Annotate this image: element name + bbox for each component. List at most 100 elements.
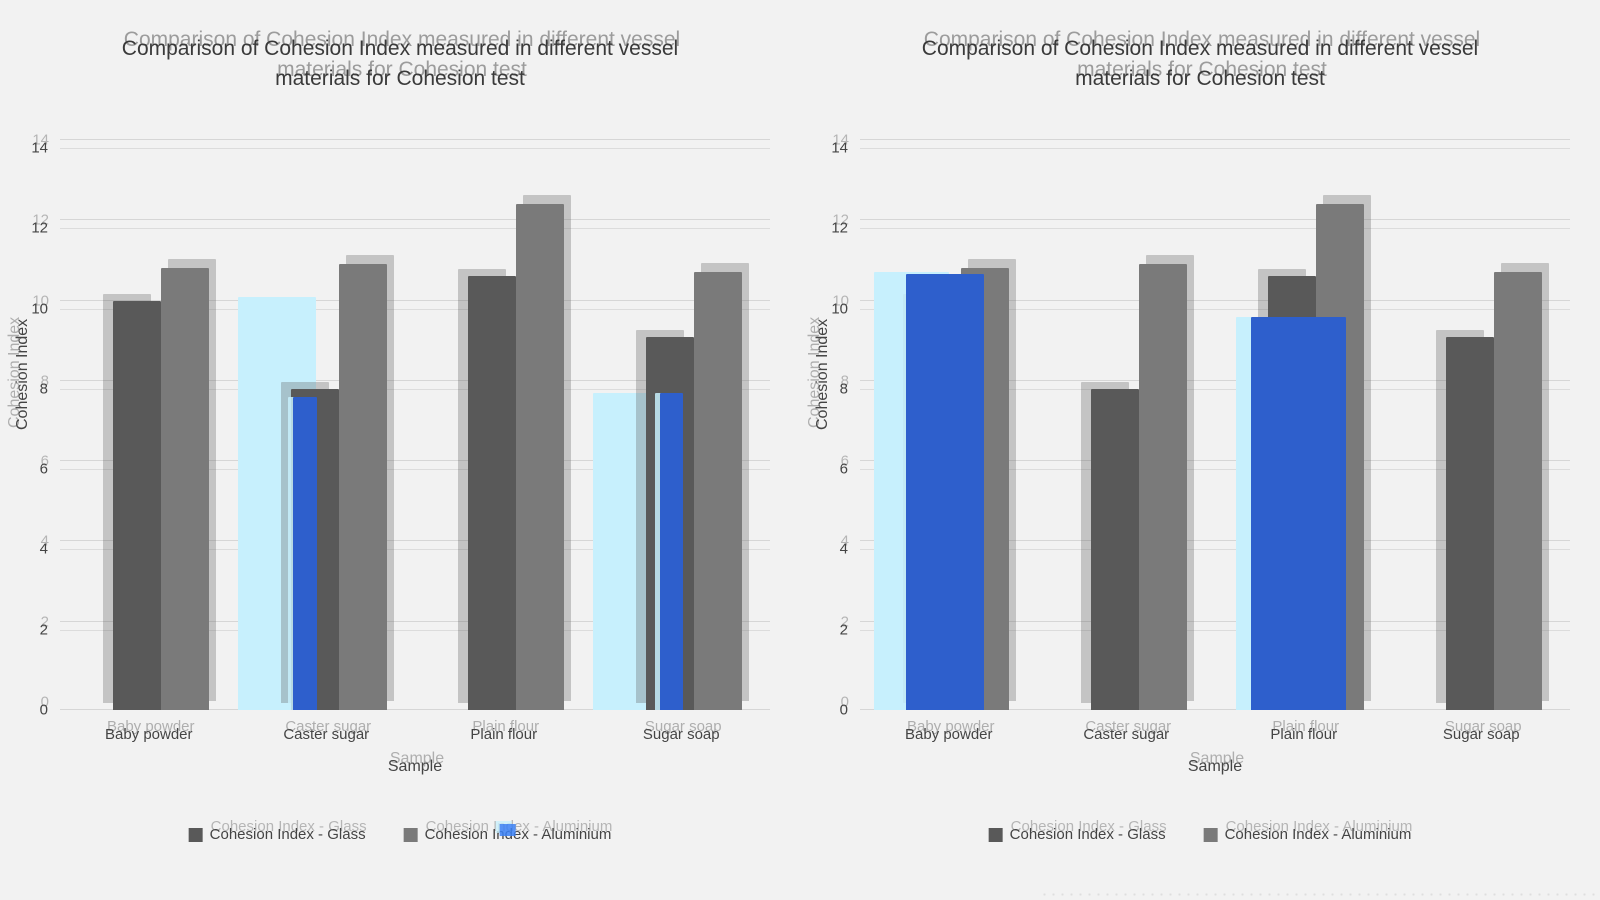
x-tick-label: Caster sugar — [1083, 726, 1170, 743]
legend: Cohesion Index - Glass Cohesion Index - A… — [188, 824, 612, 843]
gridline-ghost — [60, 379, 770, 381]
bar-glass[interactable] — [468, 276, 517, 710]
chart-panel-left: Comparison of Cohesion Index measured in… — [14, 37, 771, 843]
y-tick-label: 0 — [39, 701, 48, 719]
legend-swatch-icon — [403, 827, 418, 842]
legend-label: Cohesion Index - Aluminium — [424, 826, 612, 843]
ghost-bar-blue[interactable] — [906, 274, 985, 710]
x-tick-label: Sugar soap — [1442, 726, 1520, 743]
bar-group: Sugar soap — [592, 148, 771, 743]
bar-aluminium[interactable] — [516, 204, 565, 710]
gridline — [860, 549, 1570, 551]
bar-glass[interactable] — [113, 300, 162, 710]
y-tick-label: 4 — [839, 540, 848, 558]
bar-group: Caster sugar — [1038, 148, 1216, 743]
ghost-bar-blue[interactable] — [659, 392, 683, 710]
y-tick-label: 14 — [31, 139, 48, 157]
x-tick-label: Plain flour — [470, 726, 538, 743]
gridline-ghost — [60, 139, 770, 140]
gridline — [60, 228, 770, 230]
y-tick-label: 10 — [831, 300, 848, 318]
legend-swatch-icon — [188, 827, 203, 842]
legend-swatch-icon — [1203, 827, 1218, 842]
gridline-ghost — [860, 620, 1570, 622]
gridline-ghost — [60, 219, 770, 221]
ghost-bar-blue[interactable] — [292, 396, 318, 710]
gridline-ghost — [60, 540, 770, 542]
legend-swatch-icon — [988, 827, 1003, 842]
legend-label: Cohesion Index - Glass — [209, 826, 366, 843]
legend-item[interactable]: Cohesion Index - Aluminium — [1203, 826, 1412, 843]
x-tick-label: Baby powder — [904, 726, 993, 743]
dither-artifact-strip — [1040, 890, 1600, 900]
bar-glass[interactable] — [1445, 336, 1494, 710]
gridline — [60, 388, 770, 390]
y-tick-label: 12 — [831, 219, 848, 237]
legend-item[interactable]: Cohesion Index - Glass — [988, 826, 1166, 843]
chart-title: Comparison of Cohesion Index measured in… — [121, 37, 679, 90]
gridline — [860, 469, 1570, 471]
bar-aluminium[interactable] — [161, 268, 210, 710]
bar-groups: Baby powder Caster sugar Plain flour Sugar … — [860, 148, 1571, 743]
legend: Cohesion Index - Glass Cohesion Index - A… — [988, 826, 1412, 843]
bar-group: Plain flour — [415, 148, 593, 743]
bar-group: Baby powder — [60, 148, 238, 743]
gridline-ghost — [60, 620, 770, 622]
plot-area: 0 2 4 6 8 10 12 14 Baby powder Caster sugar Plain … — [831, 139, 1571, 743]
x-axis-title: Sample — [1187, 758, 1243, 775]
x-axis-title: Sample — [387, 758, 443, 775]
bar-aluminium[interactable] — [1138, 264, 1187, 710]
legend-label: Cohesion Index - Aluminium — [1224, 826, 1412, 843]
y-tick-label: 0 — [839, 701, 848, 719]
plot-area: 0 2 4 6 8 10 12 14 Baby powder Caster sugar Plain … — [31, 139, 771, 743]
gridline-ghost — [860, 139, 1570, 140]
gridline-ghost — [60, 299, 770, 301]
x-tick-label: Sugar soap — [642, 726, 720, 743]
y-tick-label: 8 — [39, 380, 48, 398]
gridline-ghost — [860, 540, 1570, 542]
bar-group: Sugar soap — [1393, 148, 1571, 743]
ghost-bar-blue[interactable] — [1250, 316, 1347, 710]
gridline — [860, 228, 1570, 230]
bar-aluminium[interactable] — [338, 264, 387, 710]
gridline — [60, 549, 770, 551]
y-tick-label: 6 — [839, 460, 848, 478]
gridline-ghost — [860, 379, 1570, 381]
gridline — [60, 308, 770, 310]
bar-group: Baby powder — [860, 148, 1038, 743]
bar-glass[interactable] — [1090, 388, 1139, 710]
x-tick-label: Caster sugar — [283, 726, 370, 743]
y-axis-title: Cohesion Index — [14, 318, 31, 430]
bar-group: Plain flour — [1215, 148, 1393, 743]
x-tick-label: Baby powder — [104, 726, 193, 743]
y-tick-label: 14 — [831, 139, 848, 157]
x-axis-line — [60, 709, 770, 710]
gridline-ghost — [860, 460, 1570, 462]
y-tick-label: 12 — [31, 219, 48, 237]
y-axis-title: Cohesion Index — [814, 318, 831, 430]
bar-groups: Baby powder Caster sugar Plain flour Sugar … — [60, 148, 771, 743]
gridline-ghost — [60, 460, 770, 462]
x-axis-line — [860, 709, 1570, 710]
bar-aluminium[interactable] — [1493, 272, 1542, 710]
y-tick-label: 8 — [839, 380, 848, 398]
y-tick-label: 2 — [39, 621, 48, 639]
legend-item[interactable]: Cohesion Index - Glass — [188, 826, 366, 843]
y-tick-label: 2 — [839, 621, 848, 639]
gridline — [60, 629, 770, 631]
gridline — [860, 388, 1570, 390]
bar-aluminium[interactable] — [693, 272, 742, 710]
y-tick-label: 6 — [39, 460, 48, 478]
chart-title: Comparison of Cohesion Index measured in… — [921, 37, 1479, 90]
gridline-ghost — [860, 219, 1570, 221]
legend-item[interactable]: Cohesion Index - Aluminium — [403, 824, 612, 843]
legend-label: Cohesion Index - Glass — [1009, 826, 1166, 843]
gridline — [60, 148, 770, 149]
x-tick-label: Plain flour — [1270, 726, 1338, 743]
gridline-ghost — [860, 299, 1570, 301]
gridline — [60, 469, 770, 471]
gridline — [860, 148, 1570, 149]
bar-group: Caster sugar — [237, 148, 416, 743]
y-tick-label: 10 — [31, 300, 48, 318]
